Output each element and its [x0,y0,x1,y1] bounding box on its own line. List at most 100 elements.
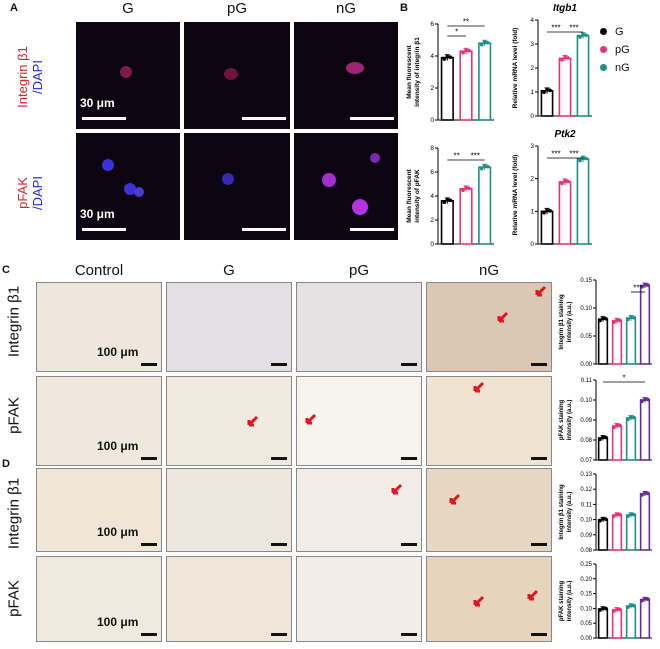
y-tick-label: 0.15 [580,278,592,284]
y-axis-label-line: Mean fluorescent [406,168,413,222]
data-point [646,283,650,287]
y-axis-label-line: pFAK staining [559,400,565,441]
bar-nG [639,598,651,639]
y-axis-label-line: Integrin β1 staining [559,294,565,350]
data-point [632,603,636,608]
data-point [560,181,564,186]
chart-ptk2-mrna: Ptk2 0 1 2 3 Relative mRNA level (fold) *** *** [512,129,592,248]
data-point [482,40,487,45]
data-point [626,605,630,609]
bar-G [611,425,623,461]
chart-title: Ptk2 [554,129,576,140]
bar-Control [597,608,609,639]
scale-label: 30 μm [80,207,115,221]
data-point [598,518,602,523]
data-point [646,491,650,496]
data-point [548,209,552,213]
y-tick-label: 0.09 [580,533,592,539]
legend-marker [600,28,607,35]
y-tick-label: 6 [430,21,434,28]
scale-bar [242,117,286,120]
y-axis-label-line: Relative mRNA level (fold) [512,28,519,109]
data-point [612,609,616,613]
arrow-icon [527,589,539,601]
ihc-image-c-integrin-ng [426,282,552,372]
data-point [646,397,650,402]
ihc-row-c-integrin: Integrin β1 [5,285,23,358]
scale-bar [350,117,394,120]
y-tick-label: 0 [430,241,434,248]
data-point [604,435,608,440]
data-point [612,320,616,324]
scale-bar [531,457,547,460]
y-axis-label: Mean fluorescentintensity of pFAK [406,168,421,222]
y-tick-label: 0.11 [581,378,593,384]
data-point [485,164,490,169]
data-point [604,606,608,611]
bar-pG [625,514,637,551]
data-point [626,514,630,518]
fluor-col-ng: nG [335,0,356,17]
arrow-icon [305,413,317,425]
data-point [445,198,450,202]
ihc-image-d-pfak-pg [296,556,422,642]
y-tick-label: 8 [430,145,434,152]
bar-pG [558,181,572,245]
sig-label: *** [633,284,642,293]
scale-bar [401,543,417,546]
data-point [482,164,487,169]
data-point [601,517,605,521]
data-point [626,417,630,421]
data-point [578,35,582,39]
data-point [548,88,552,93]
fluor-image-pfak-ng [294,133,398,240]
data-point [640,493,644,497]
y-tick-label: 0.00 [580,636,592,642]
y-tick-label: 0.08 [580,548,592,554]
fluor-row-integrin: Integrin β1/DAPI [15,46,45,108]
y-tick-label: 0.25 [580,562,592,568]
legend: G pG nG [600,26,660,80]
chart-integrin-fluorescence: 0 2 4 6 Mean fluorescentintensity of integri… [406,18,494,124]
y-axis-label: Relative mRNA level (fold) [512,155,519,236]
y-tick-label: 2 [430,217,434,224]
y-tick-label: 0.09 [580,418,592,424]
data-point [643,596,647,601]
data-point [640,399,644,403]
ihc-col-g: G [223,262,235,279]
data-point [604,316,608,321]
y-tick-label: 0.20 [580,577,592,583]
data-point [643,282,647,287]
data-point [601,435,605,439]
data-point [445,54,450,59]
chart-c-integrin-staining: 0.00 0.05 0.10 0.15 Integrin β1 staining inte… [559,278,652,368]
y-tick-label: 0.10 [580,306,592,312]
data-point [566,56,570,60]
y-tick-label: 0.10 [580,398,592,404]
legend-marker [600,64,607,71]
y-tick-label: 0 [530,241,534,248]
ihc-col-pg: pG [348,262,369,279]
y-tick-label: 4 [430,193,434,200]
bar-nG [576,34,590,117]
data-point [615,607,619,611]
data-point [461,50,465,55]
y-axis-label: Relative mRNA level (fold) [512,28,519,109]
scale-bar [531,363,547,366]
legend-item-ng: nG [600,62,660,80]
data-point [581,32,585,37]
bar-G [611,514,623,551]
ihc-image-d-pfak-ng [426,556,552,642]
chart-title: Itgb1 [553,3,577,14]
y-axis-label-line: intensity (a.u.) [567,492,573,533]
data-point [643,397,647,401]
data-point [542,211,546,215]
fluor-image-pfak-pg [184,133,290,240]
data-point [598,318,602,323]
y-tick-label: 1 [530,89,534,96]
y-tick-label: 2 [530,65,534,72]
data-point [629,415,633,419]
y-axis-label-line: Integrin β1 staining [559,484,565,540]
y-axis-label-line: intensity (a.u.) [567,400,573,441]
scale-bar [82,228,126,231]
